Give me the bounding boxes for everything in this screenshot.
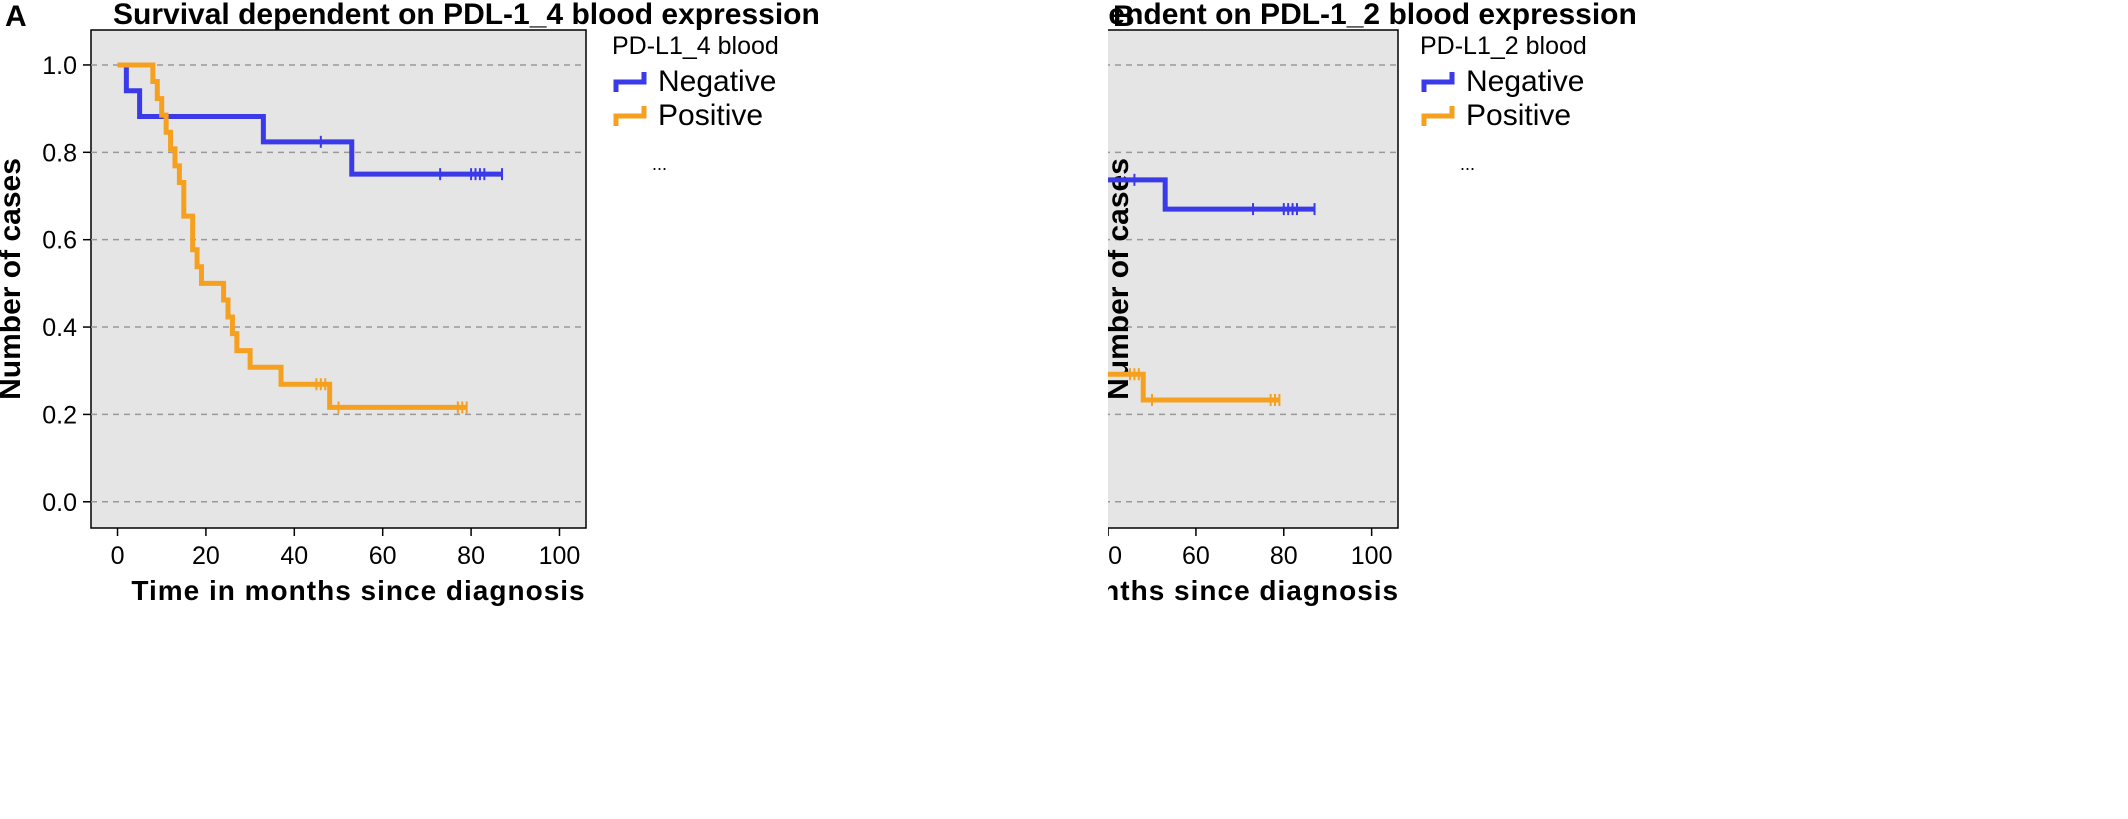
legend-swatch-positive — [613, 106, 647, 126]
x-tick-label: 60 — [369, 542, 397, 570]
legend-label-negative: Negative — [1466, 65, 1584, 98]
chart-title: Survival dependent on PDL-1_2 blood expr… — [1108, 0, 1637, 31]
y-tick-label: 0.4 — [42, 314, 77, 342]
y-tick-label: 0.6 — [42, 227, 77, 255]
panel-letter: A — [5, 0, 27, 33]
x-tick-label: 100 — [539, 542, 581, 570]
chart-title: Survival dependent on PDL-1_4 blood expr… — [113, 0, 820, 31]
y-tick-label: 1.0 — [42, 52, 77, 80]
x-tick-label: 40 — [1108, 542, 1122, 570]
x-tick-label: 80 — [457, 542, 485, 570]
x-axis-label: Time in months since diagnosis — [131, 575, 585, 606]
x-tick-label: 0 — [111, 542, 125, 570]
plot-area — [1108, 29, 1399, 529]
legend-label-negative: Negative — [658, 65, 776, 98]
series-line-negative — [117, 62, 503, 177]
legend-swatch-negative — [613, 72, 647, 92]
y-tick-label: 0.2 — [42, 401, 77, 429]
chart-a-svg: A Survival dependent on PDL-1_4 blood exp… — [0, 0, 820, 606]
x-tick-label: 60 — [1182, 542, 1210, 570]
series-line-negative — [1108, 177, 1315, 212]
x-tick-label: 100 — [1351, 542, 1393, 570]
legend-ellipsis: ... — [1460, 154, 1475, 174]
y-tick-label: 0.8 — [42, 139, 77, 167]
chart-panel-a: A Survival dependent on PDL-1_4 blood exp… — [0, 0, 820, 606]
y-tick-label: 0.0 — [42, 489, 77, 517]
legend-swatch-negative — [1421, 72, 1455, 92]
chart-b-svg: BSurvival dependent on PDL-1_2 blood exp… — [1108, 0, 1637, 606]
chart-panel-b: BSurvival dependent on PDL-1_2 blood exp… — [1108, 0, 2128, 819]
legend-swatch-positive — [1421, 106, 1455, 126]
x-axis-label: Time in months since diagnosis — [1108, 575, 1399, 606]
legend-title: PD-L1_2 blood — [1420, 32, 1587, 60]
x-tick-label: 80 — [1270, 542, 1298, 570]
legend-ellipsis: ... — [652, 154, 667, 174]
panel-letter: B — [1113, 0, 1135, 33]
plot-area — [90, 29, 587, 529]
legend-label-positive: Positive — [1466, 99, 1571, 132]
y-axis-label: Number of cases — [1108, 158, 1135, 400]
legend-title: PD-L1_4 blood — [612, 32, 779, 60]
series-line-positive — [117, 62, 467, 410]
x-tick-label: 40 — [280, 542, 308, 570]
x-tick-label: 20 — [192, 542, 220, 570]
legend-label-positive: Positive — [658, 99, 763, 132]
y-axis-label: Number of cases — [0, 158, 27, 400]
